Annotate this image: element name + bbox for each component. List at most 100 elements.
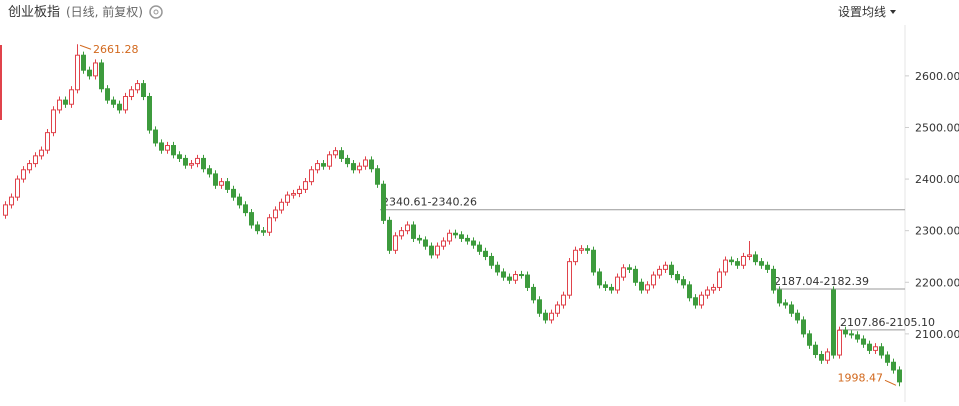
candle-body [267, 217, 272, 233]
candle-body [375, 168, 380, 185]
candle-body [699, 294, 704, 306]
y-tick-label: 2100.00 [915, 328, 959, 341]
candle-body [861, 338, 866, 345]
max-label: 2661.28 [93, 43, 139, 56]
candle-body [369, 159, 374, 170]
candle-body [531, 286, 536, 301]
candle-body [891, 361, 896, 371]
candle-body [759, 261, 764, 266]
candle-body [429, 245, 434, 256]
candle-body [819, 354, 824, 361]
candle-body [879, 346, 884, 356]
candle-body [651, 274, 656, 286]
y-tick-label: 2600.00 [915, 70, 959, 83]
candle-body [597, 271, 602, 286]
candle-body [657, 268, 662, 276]
candle-body [273, 209, 278, 219]
min-arrow [884, 379, 897, 386]
candle-body [639, 281, 644, 291]
candle-body [603, 284, 608, 288]
candle-body [471, 240, 476, 246]
candle-body [399, 230, 404, 237]
candle-body [873, 346, 878, 351]
candle-body [279, 201, 284, 211]
candle-body [111, 99, 116, 105]
candle-body [435, 245, 440, 256]
candle-body [285, 194, 290, 203]
candle-body [813, 344, 818, 356]
candle-body [417, 237, 422, 241]
candle-body [825, 351, 830, 361]
candle-body [189, 163, 194, 166]
candle-body [213, 173, 218, 186]
y-tick-label: 2200.00 [915, 276, 959, 289]
candle-body [303, 181, 308, 190]
candle-body [69, 89, 74, 105]
candle-body [45, 132, 50, 151]
candle-body [765, 264, 770, 270]
candle-body [339, 150, 344, 159]
subtitle: (日线, 前复权) [66, 4, 143, 19]
candle-body [363, 159, 368, 167]
candle-body [447, 232, 452, 242]
candle-body [51, 109, 56, 134]
candle-body [801, 319, 806, 335]
candle-body [135, 83, 140, 91]
candle-body [495, 264, 500, 273]
candle-body [573, 249, 578, 263]
candle-body [357, 165, 362, 171]
candle-body [117, 103, 122, 111]
candle-body [681, 279, 686, 286]
candle-body [723, 259, 728, 273]
candle-body [177, 154, 182, 159]
candle-body [123, 96, 128, 111]
candle-body [519, 274, 524, 277]
candle-body [381, 183, 386, 221]
candle-body [555, 304, 560, 314]
candle-body [591, 249, 596, 273]
candle-body [441, 240, 446, 247]
candle-body [549, 312, 554, 321]
candle-body [693, 297, 698, 306]
candle-body [93, 62, 98, 77]
candle-body [327, 154, 332, 167]
settings-icon[interactable] [149, 5, 163, 19]
candle-body [747, 254, 752, 257]
dropdown-arrow[interactable] [890, 10, 896, 14]
candle-body [261, 230, 266, 233]
gap-label: 2107.86-2105.10 [840, 316, 935, 329]
candle-body [849, 333, 854, 336]
candle-body [249, 212, 254, 226]
candle-body [411, 224, 416, 239]
candle-body [159, 142, 164, 151]
candle-body [315, 163, 320, 171]
candle-body [351, 163, 356, 171]
candle-body [501, 271, 506, 278]
candle-body [153, 129, 158, 144]
candle-body [783, 302, 788, 306]
candle-body [231, 188, 236, 198]
candle-body [753, 254, 758, 263]
candle-body [729, 259, 734, 263]
candle-body [9, 196, 14, 206]
candle-body [687, 284, 692, 299]
candle-body [675, 274, 680, 281]
candle-body [777, 289, 782, 304]
candle-body [717, 271, 722, 288]
candle-body [81, 54, 86, 71]
candle-body [243, 204, 248, 214]
candle-body [669, 264, 674, 276]
candle-body [789, 304, 794, 314]
candle-body [63, 99, 68, 105]
candle-body [141, 83, 146, 98]
candle-body [513, 274, 518, 281]
gap-label: 2340.61-2340.26 [382, 196, 477, 209]
candle-body [627, 267, 632, 270]
candle-body [483, 250, 488, 257]
candle-body [99, 62, 104, 90]
ma-settings-button[interactable]: 设置均线 [838, 5, 886, 19]
candle-body [477, 244, 482, 252]
candle-body [567, 261, 572, 296]
candle-body [201, 157, 206, 170]
